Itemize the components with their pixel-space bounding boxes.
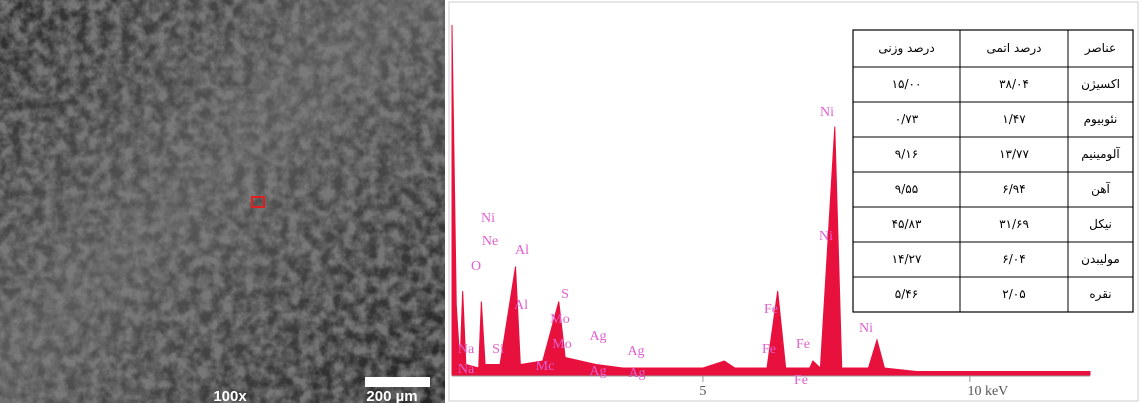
peak-label: Si <box>492 342 504 357</box>
peak-label: Ag <box>627 344 644 359</box>
peak-label: S <box>561 287 569 302</box>
table-cell: آلومینیم <box>1081 146 1120 162</box>
table-cell: ۱۴/۲۷ <box>892 252 922 266</box>
table: عناصر درصد اتمی درصد وزنی اکسیژن ۳۸/۰۴ ۱۵/۰۰ ن… <box>853 30 1133 312</box>
peak-label: Mo <box>552 337 571 352</box>
table-cell: ۹/۱۶ <box>895 147 918 161</box>
table-cell: ۳۱/۶۹ <box>999 217 1029 231</box>
table-cell: ۹/۵۵ <box>895 182 918 196</box>
x-tick-label: 5 <box>699 384 706 399</box>
peak-label: Fe <box>764 302 778 317</box>
figure: 100x 200 µm 5 10 keV Ni Ni Fe Fe Fe Fe Ni Ni NeO Al… <box>0 0 1140 403</box>
table-cell: اکسیژن <box>1081 77 1120 92</box>
peak-label: Mo <box>550 312 569 327</box>
table-cell: ۵/۴۶ <box>895 287 918 301</box>
table-cell: ۴۵/۸۳ <box>892 217 922 231</box>
peak-label: Ne <box>482 234 498 249</box>
table-cell: آهن <box>1091 181 1110 197</box>
peak-label: Na <box>458 342 475 357</box>
peak-label: Ni <box>819 229 833 244</box>
table-header: عناصر <box>1084 41 1116 56</box>
table-cell: نقره <box>1089 287 1111 302</box>
table-cell: ۶/۰۴ <box>1002 252 1025 266</box>
table-cell: ۶/۹۴ <box>1002 182 1025 196</box>
peak-label: Ag <box>589 329 606 344</box>
peak-label: Fe <box>794 373 808 388</box>
table-frame <box>853 30 1133 312</box>
x-tick-label: 10 keV <box>967 384 1008 399</box>
peak-label: Ag <box>628 366 645 381</box>
table-cell: ۰/۷۳ <box>895 112 919 126</box>
peak-label: Fe <box>796 337 810 352</box>
peak-label: Mc <box>536 359 555 374</box>
peak-label: Ni <box>859 321 873 336</box>
peak-label: O <box>471 259 481 274</box>
table-cell: ۱۳/۷۷ <box>999 147 1029 161</box>
peak-label: Ni <box>820 105 834 120</box>
sem-image: 100x 200 µm <box>0 0 445 403</box>
table-cell: ۱/۴۷ <box>1002 112 1026 126</box>
table-cell: ۱۵/۰۰ <box>892 77 922 91</box>
scale-bar-label: 200 µm <box>366 388 417 403</box>
peak-label: Al <box>515 243 529 258</box>
magnification: 100x <box>213 388 247 403</box>
peak-label: Ag <box>589 364 606 379</box>
peak-label: Al <box>514 298 528 313</box>
peak-label: Fe <box>762 342 776 357</box>
peak-label: Na <box>458 362 475 377</box>
table-cell: ۳۸/۰۴ <box>999 77 1029 91</box>
table-cell: نیکل <box>1089 217 1112 231</box>
table-cell: ۲/۰۵ <box>1002 287 1025 301</box>
table-cell: مولیبدن <box>1081 252 1120 267</box>
peak-label: Ni <box>481 211 495 226</box>
table-header: درصد اتمی <box>986 41 1041 56</box>
table-cell: نئوبیوم <box>1084 112 1118 127</box>
table-header: درصد وزنی <box>878 41 934 56</box>
